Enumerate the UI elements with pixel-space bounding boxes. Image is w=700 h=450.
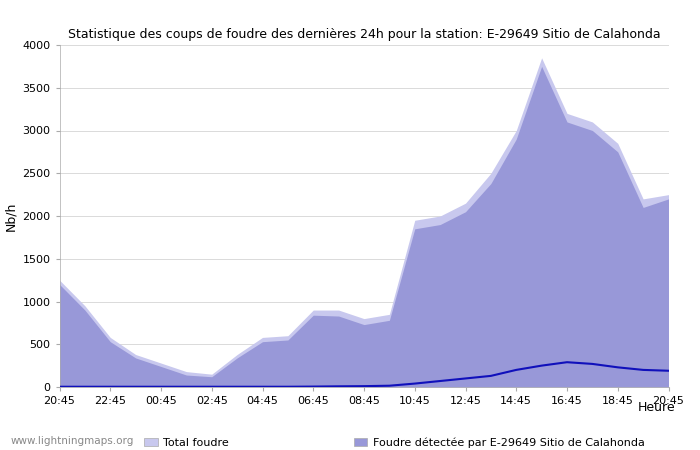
Title: Statistique des coups de foudre des dernières 24h pour la station: E-29649 Sitio: Statistique des coups de foudre des dern… bbox=[68, 28, 660, 41]
Y-axis label: Nb/h: Nb/h bbox=[4, 201, 17, 231]
Text: www.lightningmaps.org: www.lightningmaps.org bbox=[10, 436, 134, 446]
Text: Heure: Heure bbox=[638, 401, 676, 414]
Legend: Total foudre, Moyenne de toutes les stations, Foudre détectée par E-29649 Sitio : Total foudre, Moyenne de toutes les stat… bbox=[144, 437, 645, 450]
